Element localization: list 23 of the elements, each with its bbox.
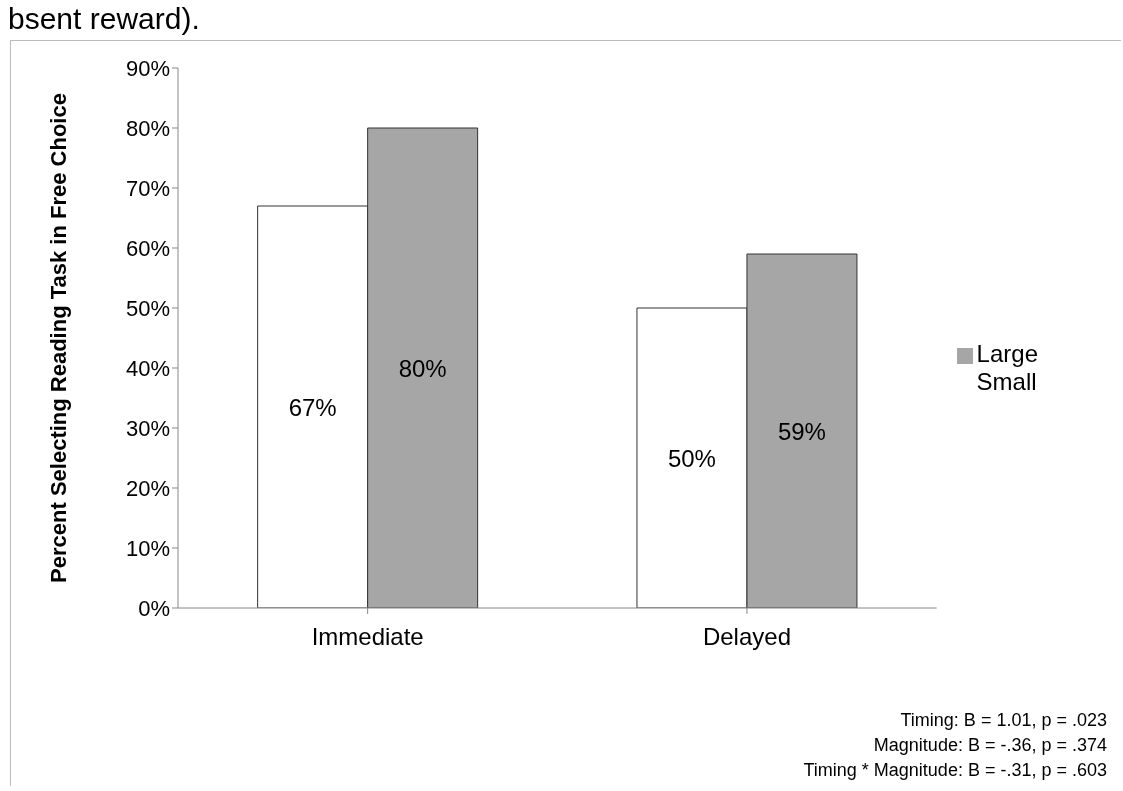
text: Magnitude: B = -.36, p = .374	[872, 734, 1107, 757]
y-tick-label: 10%	[125, 535, 170, 561]
data-label: 50%	[667, 444, 716, 472]
data-label: 67%	[288, 393, 337, 421]
y-tick-label: 20%	[125, 475, 170, 501]
y-tick-label: 60%	[125, 235, 170, 261]
text: Small	[976, 368, 1037, 395]
text: bsent reward).	[8, 2, 200, 36]
text: Timing * Magnitude: B = -.31, p = .603	[803, 759, 1107, 782]
x-tick-label: Delayed	[702, 623, 791, 651]
y-tick-label: 80%	[125, 115, 170, 141]
y-axis-title: Percent Selecting Reading Task in Free Choice	[45, 93, 71, 583]
y-tick-label: 30%	[125, 415, 170, 441]
legend-label: Large	[976, 340, 1038, 367]
y-tick-label: 40%	[125, 355, 170, 381]
y-tick-label: 90%	[125, 55, 170, 81]
y-tick-label: 0%	[138, 595, 170, 621]
data-label: 59%	[777, 417, 826, 445]
data-label: 80%	[398, 354, 447, 382]
y-tick-label: 50%	[125, 295, 170, 321]
y-tick-label: 70%	[125, 175, 170, 201]
x-tick-label: Immediate	[311, 623, 424, 651]
text: Timing: B = 1.01, p = .023	[899, 709, 1107, 732]
